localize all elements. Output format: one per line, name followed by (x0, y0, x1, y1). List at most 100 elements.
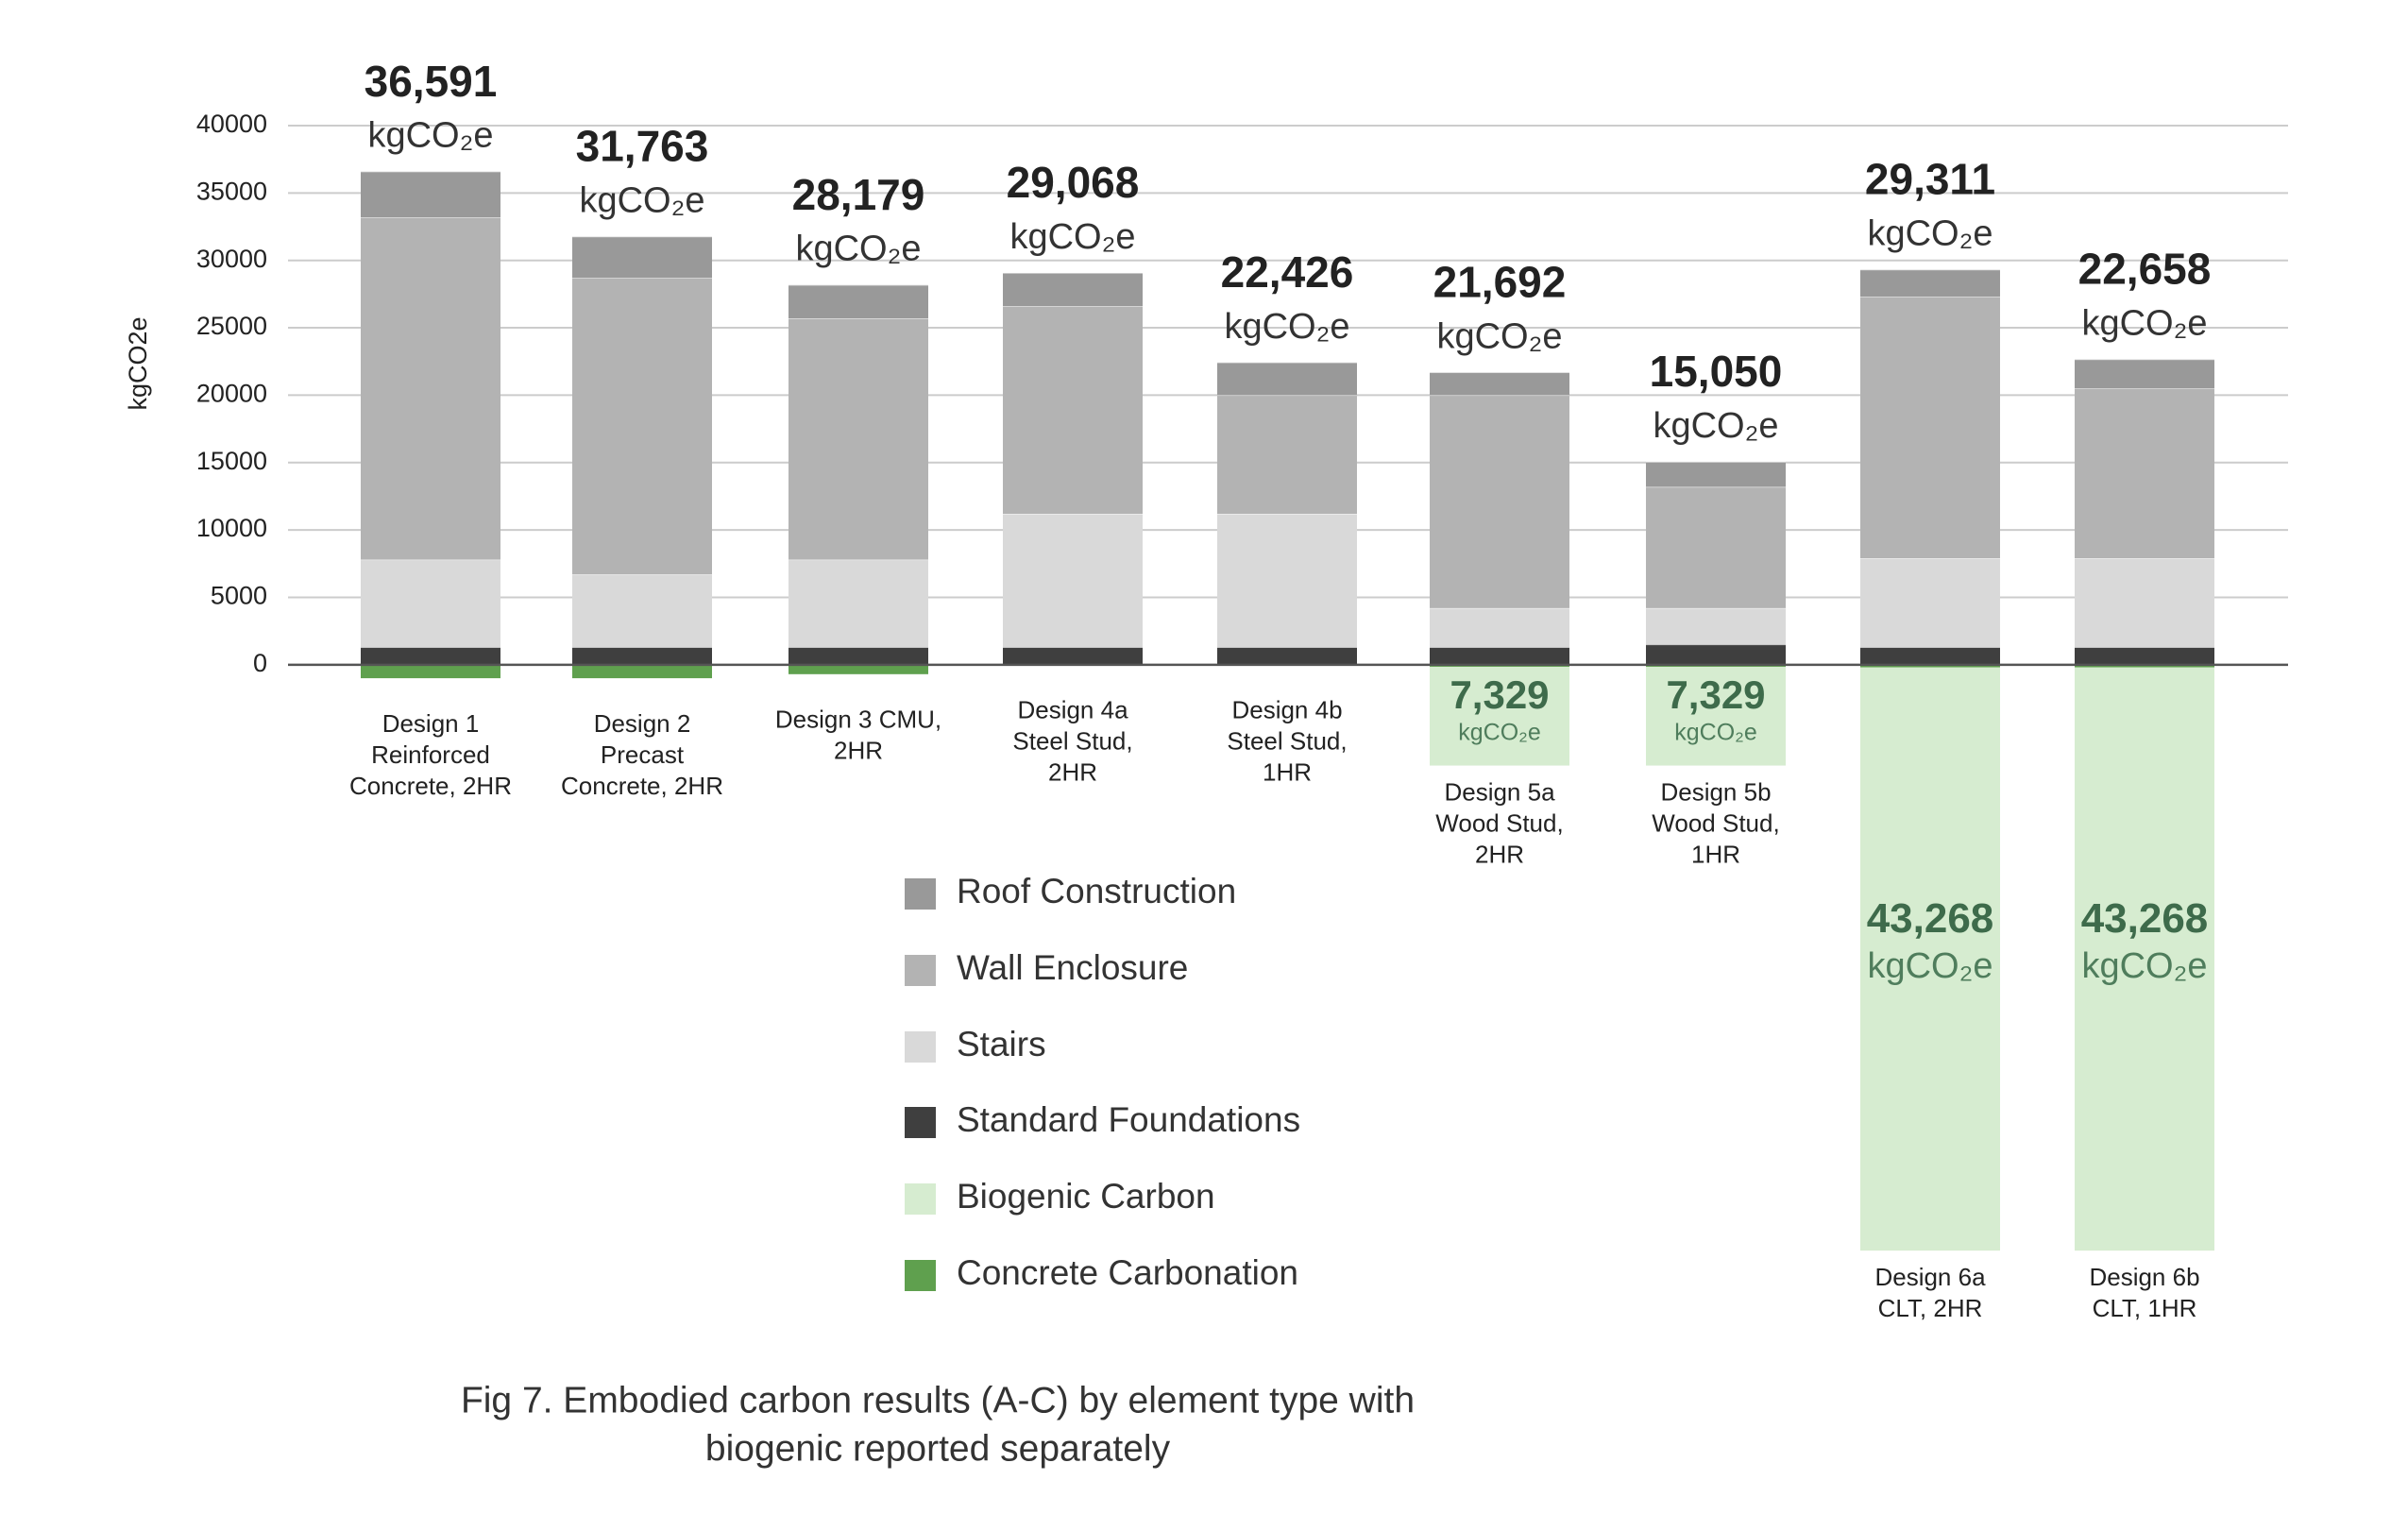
y-axis-label: kgCO2e (124, 316, 152, 410)
bar-segment (1430, 647, 1569, 665)
bar-segment (1860, 647, 2000, 665)
bar-segment (572, 236, 712, 279)
bar-segment (1003, 273, 1143, 307)
legend-label: Stairs (957, 1025, 1046, 1063)
x-tick-label: Concrete, 2HR (561, 772, 723, 800)
total-label: 28,179 (792, 170, 925, 219)
x-tick-label: Concrete, 2HR (349, 772, 512, 800)
total-unit: kgCO₂e (1009, 217, 1135, 257)
legend-swatch (905, 1183, 936, 1215)
bar-segment (1217, 513, 1357, 648)
bar-segment (361, 664, 500, 679)
total-label: 22,658 (2078, 245, 2212, 294)
bar-segment (1430, 395, 1569, 608)
total-label: 31,763 (576, 122, 709, 171)
caption: biogenic reported separately (705, 1428, 1171, 1469)
total-label: 36,591 (365, 57, 498, 106)
bar-segment (789, 664, 928, 674)
bar-segment (1646, 666, 1786, 766)
x-tick-label: Design 5b (1660, 777, 1771, 806)
x-tick-label: Steel Stud, (1012, 727, 1132, 756)
x-tick-label: CLT, 2HR (1878, 1294, 1983, 1322)
y-tick-label: 20000 (196, 380, 267, 408)
x-tick-label: Design 6b (2089, 1263, 2199, 1291)
y-tick-label: 5000 (211, 582, 267, 610)
caption: Fig 7. Embodied carbon results (A-C) by … (461, 1380, 1415, 1420)
total-label: 29,068 (1007, 158, 1140, 207)
bar-segment (1646, 644, 1786, 665)
x-tick-label: Wood Stud, (1435, 808, 1563, 837)
x-tick-label: Design 2 (594, 709, 691, 738)
total-unit: kgCO₂e (579, 181, 704, 221)
bar-segment (1646, 607, 1786, 645)
bar-segment (361, 171, 500, 218)
value-unit: kgCO₂e (2081, 946, 2207, 986)
y-tick-label: 0 (253, 649, 267, 677)
bar-segment (2075, 388, 2214, 559)
value-unit: kgCO₂e (1867, 946, 1993, 986)
total-label: 22,426 (1221, 247, 1354, 297)
legend-label: Roof Construction (957, 872, 1236, 910)
total-label: 21,692 (1433, 257, 1567, 306)
bar-segment (1003, 306, 1143, 514)
bar-segment (2075, 667, 2214, 1251)
x-tick-label: 1HR (1691, 840, 1740, 868)
bar-segment (1430, 607, 1569, 648)
x-tick-label: 2HR (1475, 840, 1524, 868)
x-tick-label: 1HR (1263, 758, 1312, 787)
total-unit: kgCO₂e (1224, 307, 1349, 347)
x-tick-label: 2HR (1048, 758, 1097, 787)
bar-segment (789, 284, 928, 319)
bar-segment (1430, 666, 1569, 766)
bar-segment (789, 559, 928, 648)
bar-segment (2075, 647, 2214, 665)
bar-segment (789, 318, 928, 560)
x-tick-label: 2HR (834, 737, 883, 765)
bar-segment (789, 647, 928, 665)
x-tick-label: Steel Stud, (1227, 727, 1347, 756)
y-tick-label: 40000 (196, 110, 267, 138)
total-label: 29,311 (1865, 155, 1995, 204)
total-unit: kgCO₂e (367, 116, 493, 156)
x-tick-label: Wood Stud, (1652, 808, 1779, 837)
bar-segment (361, 559, 500, 648)
total-label: 15,050 (1650, 347, 1783, 396)
x-tick-label: Design 4b (1231, 696, 1342, 724)
bar-segment (1860, 664, 2000, 668)
x-tick-label: Precast (601, 740, 685, 769)
bar-segment (2075, 558, 2214, 648)
bar-segment (572, 278, 712, 575)
value-unit: kgCO₂e (1458, 719, 1541, 745)
bar-segment (1430, 372, 1569, 396)
legend-label: Wall Enclosure (957, 948, 1188, 987)
legend-swatch (905, 1260, 936, 1291)
bar-segment (1003, 513, 1143, 648)
y-tick-label: 15000 (196, 447, 267, 475)
bar-segment (361, 647, 500, 665)
legend-swatch (905, 1107, 936, 1138)
legend-label: Biogenic Carbon (957, 1177, 1215, 1216)
bar-segment (1860, 269, 2000, 298)
total-unit: kgCO₂e (1653, 406, 1778, 446)
y-tick-label: 25000 (196, 312, 267, 340)
value-unit: kgCO₂e (1674, 719, 1757, 745)
x-tick-label: Design 6a (1874, 1263, 1986, 1291)
value-label: 43,268 (2081, 895, 2209, 942)
x-tick-label: CLT, 1HR (2093, 1294, 2197, 1322)
legend-swatch (905, 878, 936, 910)
y-tick-label: 10000 (196, 514, 267, 542)
bar-segment (2075, 664, 2214, 668)
legend-swatch (905, 955, 936, 986)
bar-segment (1860, 297, 2000, 559)
x-tick-label: Reinforced (371, 740, 490, 769)
total-unit: kgCO₂e (795, 230, 921, 269)
y-tick-label: 30000 (196, 245, 267, 273)
bar-segment (572, 664, 712, 679)
bar-segment (1646, 462, 1786, 487)
bar-segment (361, 217, 500, 560)
bar-segment (1646, 486, 1786, 608)
value-label: 7,329 (1666, 672, 1765, 717)
bar-segment (1217, 362, 1357, 396)
bar-segment (1217, 647, 1357, 665)
